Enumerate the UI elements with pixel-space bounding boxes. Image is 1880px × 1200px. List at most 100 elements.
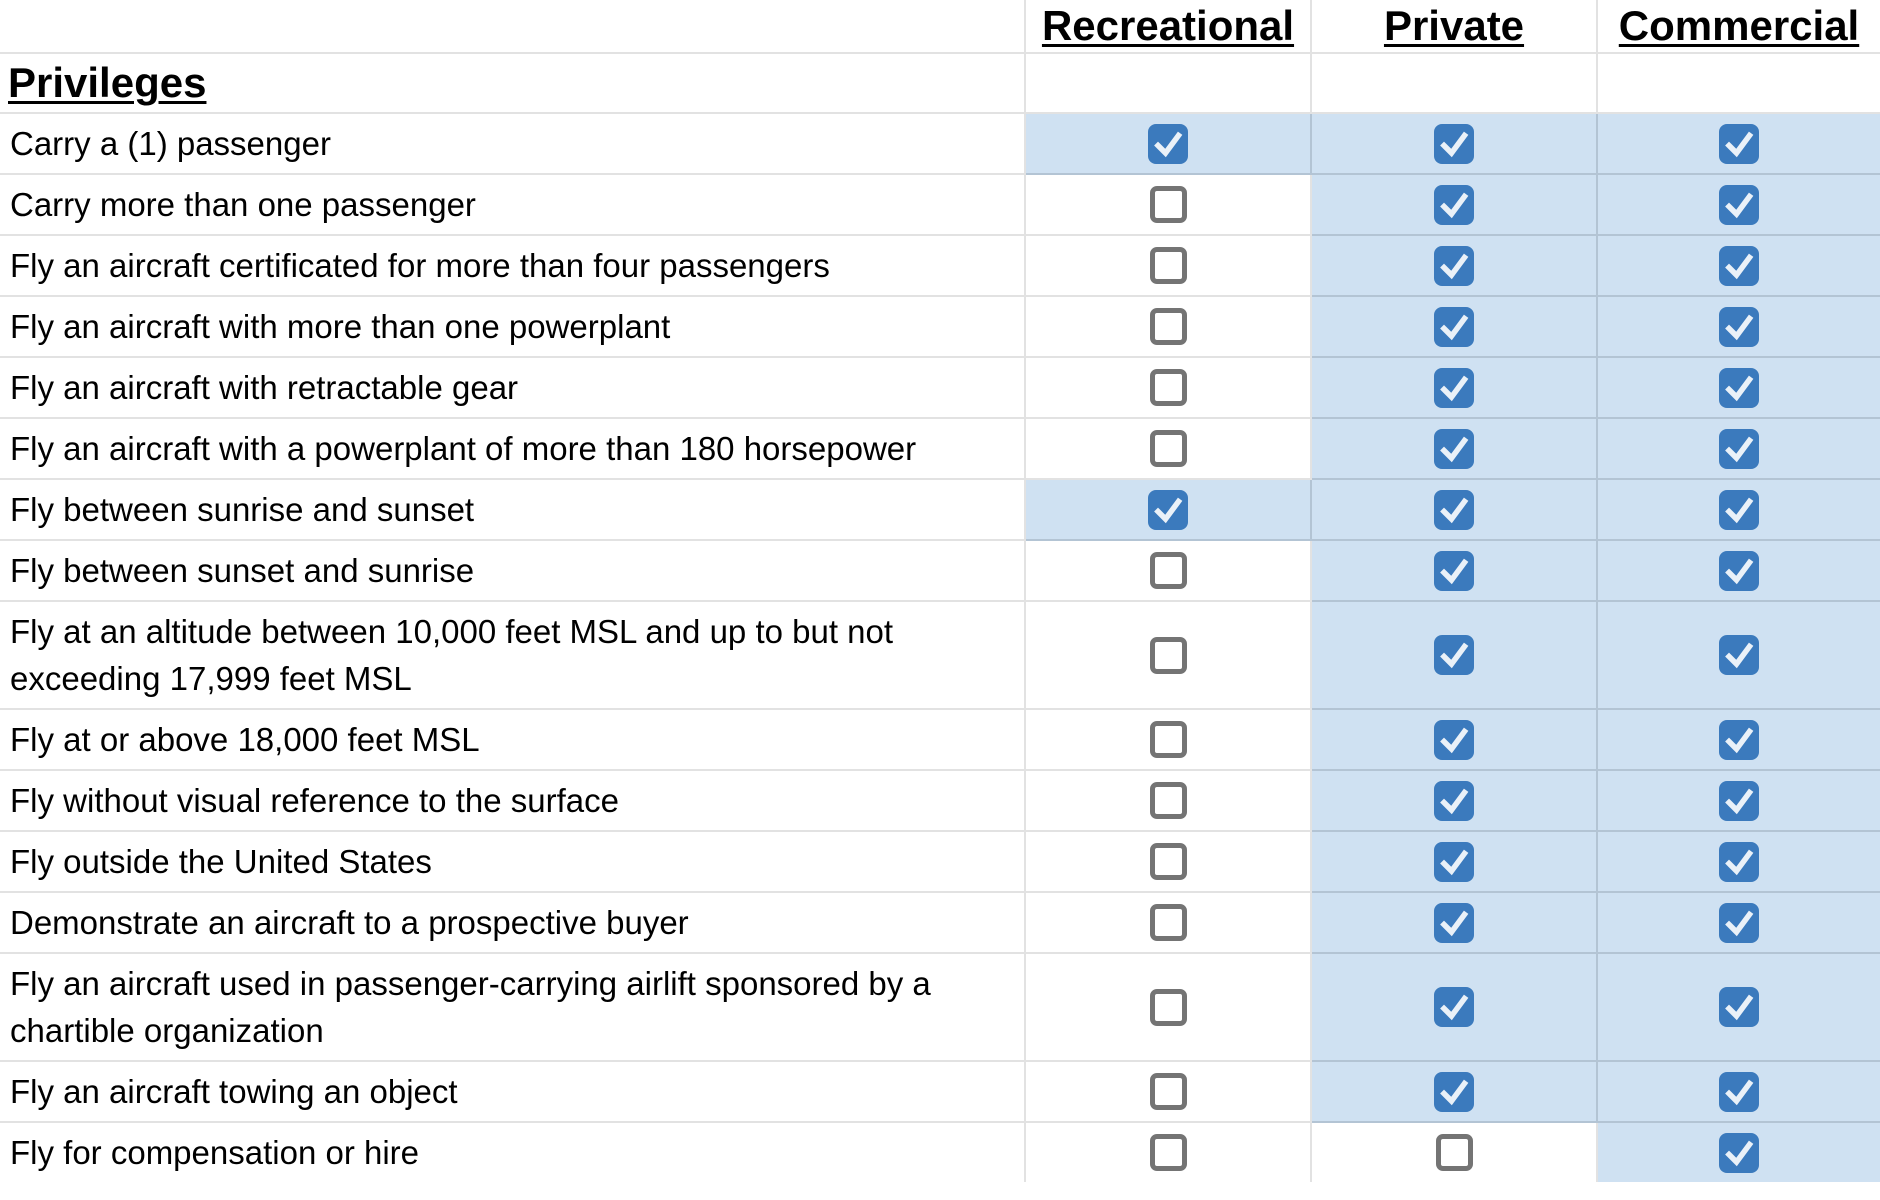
privilege-label: Demonstrate an aircraft to a prospective… [0, 891, 1026, 954]
recreational-cell [1024, 769, 1312, 832]
check-icon [1440, 314, 1469, 340]
commercial-cell [1596, 478, 1880, 541]
commercial-cell [1596, 356, 1880, 419]
check-icon [1440, 192, 1469, 218]
recreational-checkbox-unchecked[interactable] [1149, 904, 1187, 941]
recreational-checkbox-checked[interactable] [1148, 489, 1188, 530]
recreational-checkbox-unchecked[interactable] [1149, 782, 1187, 819]
recreational-checkbox-unchecked[interactable] [1149, 430, 1187, 467]
private-checkbox-checked[interactable] [1434, 719, 1474, 760]
commercial-checkbox-checked[interactable] [1719, 123, 1759, 164]
commercial-checkbox-checked[interactable] [1719, 306, 1759, 347]
commercial-cell [1596, 1121, 1880, 1183]
commercial-checkbox-checked[interactable] [1719, 245, 1759, 286]
commercial-checkbox-checked[interactable] [1719, 1132, 1759, 1173]
private-checkbox-checked[interactable] [1434, 245, 1474, 286]
check-icon [1725, 436, 1754, 462]
recreational-checkbox-unchecked[interactable] [1149, 308, 1187, 345]
private-cell [1310, 830, 1598, 893]
check-icon [1725, 910, 1754, 936]
privilege-label: Fly an aircraft with more than one power… [0, 295, 1026, 358]
privilege-label: Fly without visual reference to the surf… [0, 769, 1026, 832]
recreational-checkbox-unchecked[interactable] [1149, 988, 1187, 1026]
commercial-checkbox-checked[interactable] [1719, 367, 1759, 408]
commercial-cell [1596, 830, 1880, 893]
private-checkbox-checked[interactable] [1434, 123, 1474, 164]
recreational-checkbox-unchecked[interactable] [1149, 636, 1187, 674]
private-checkbox-checked[interactable] [1434, 550, 1474, 591]
commercial-checkbox-checked[interactable] [1719, 489, 1759, 530]
recreational-cell [1024, 708, 1312, 771]
table-row: Carry more than one passenger [0, 173, 1880, 236]
table-row: Fly for compensation or hire [0, 1121, 1880, 1183]
check-icon [1154, 497, 1183, 523]
recreational-checkbox-unchecked[interactable] [1149, 1073, 1187, 1110]
recreational-cell [1024, 112, 1312, 175]
commercial-checkbox-checked[interactable] [1719, 719, 1759, 760]
recreational-cell [1024, 417, 1312, 480]
private-checkbox-checked[interactable] [1434, 306, 1474, 347]
recreational-checkbox-unchecked[interactable] [1149, 843, 1187, 880]
private-cell [1310, 356, 1598, 419]
private-checkbox-checked[interactable] [1434, 902, 1474, 943]
table-row: Fly without visual reference to the surf… [0, 769, 1880, 832]
table-row: Demonstrate an aircraft to a prospective… [0, 891, 1880, 954]
private-cell [1310, 1121, 1598, 1183]
private-checkbox-checked[interactable] [1434, 1071, 1474, 1112]
column-header-commercial: Commercial [1596, 0, 1880, 54]
check-icon [1440, 131, 1469, 157]
commercial-cell [1596, 891, 1880, 954]
recreational-cell [1024, 478, 1312, 541]
recreational-checkbox-unchecked[interactable] [1149, 1134, 1187, 1171]
privilege-label: Fly an aircraft towing an object [0, 1060, 1026, 1123]
private-checkbox-checked[interactable] [1434, 841, 1474, 882]
private-checkbox-checked[interactable] [1434, 780, 1474, 821]
check-icon [1725, 788, 1754, 814]
commercial-cell [1596, 234, 1880, 297]
recreational-cell [1024, 539, 1312, 602]
column-header-private: Private [1310, 0, 1598, 54]
recreational-checkbox-unchecked[interactable] [1149, 186, 1187, 223]
private-cell [1310, 1060, 1598, 1123]
commercial-checkbox-checked[interactable] [1719, 428, 1759, 469]
commercial-checkbox-checked[interactable] [1719, 987, 1759, 1027]
table-row: Fly between sunrise and sunset [0, 478, 1880, 541]
recreational-checkbox-unchecked[interactable] [1149, 247, 1187, 284]
recreational-checkbox-unchecked[interactable] [1149, 721, 1187, 758]
commercial-checkbox-checked[interactable] [1719, 635, 1759, 675]
private-checkbox-checked[interactable] [1434, 367, 1474, 408]
private-checkbox-unchecked[interactable] [1435, 1134, 1473, 1171]
check-icon [1440, 910, 1469, 936]
private-checkbox-checked[interactable] [1434, 987, 1474, 1027]
privilege-label: Carry a (1) passenger [0, 112, 1026, 175]
commercial-checkbox-checked[interactable] [1719, 550, 1759, 591]
commercial-checkbox-checked[interactable] [1719, 780, 1759, 821]
private-cell [1310, 539, 1598, 602]
table-row: Fly an aircraft with a powerplant of mor… [0, 417, 1880, 480]
recreational-checkbox-unchecked[interactable] [1149, 369, 1187, 406]
recreational-cell [1024, 952, 1312, 1062]
commercial-checkbox-checked[interactable] [1719, 184, 1759, 225]
commercial-checkbox-checked[interactable] [1719, 1071, 1759, 1112]
check-icon [1725, 375, 1754, 401]
commercial-cell [1596, 600, 1880, 710]
privilege-label: Carry more than one passenger [0, 173, 1026, 236]
check-icon [1725, 314, 1754, 340]
privilege-label: Fly an aircraft certificated for more th… [0, 234, 1026, 297]
commercial-checkbox-checked[interactable] [1719, 902, 1759, 943]
private-cell [1310, 173, 1598, 236]
recreational-checkbox-unchecked[interactable] [1149, 552, 1187, 589]
private-cell [1310, 769, 1598, 832]
check-icon [1725, 727, 1754, 753]
private-checkbox-checked[interactable] [1434, 635, 1474, 675]
commercial-checkbox-checked[interactable] [1719, 841, 1759, 882]
private-checkbox-checked[interactable] [1434, 489, 1474, 530]
check-icon [1440, 436, 1469, 462]
private-cell [1310, 417, 1598, 480]
check-icon [1440, 253, 1469, 279]
private-checkbox-checked[interactable] [1434, 428, 1474, 469]
check-icon [1725, 497, 1754, 523]
recreational-checkbox-checked[interactable] [1148, 123, 1188, 164]
private-checkbox-checked[interactable] [1434, 184, 1474, 225]
